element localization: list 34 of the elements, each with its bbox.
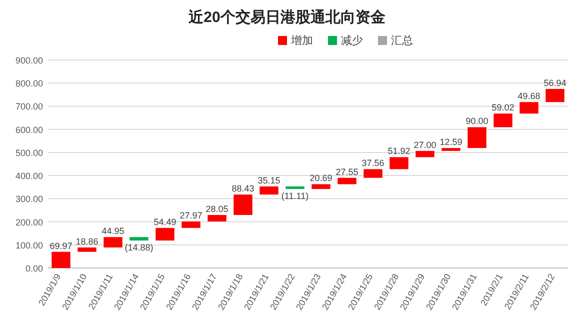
data-label: (14.88) — [124, 242, 154, 253]
data-label: 28.05 — [206, 204, 228, 214]
legend-label: 增加 — [290, 34, 313, 47]
data-label: 90.00 — [466, 116, 488, 126]
legend-label: 减少 — [341, 34, 363, 47]
data-label: 51.92 — [388, 146, 410, 156]
data-label: 18.86 — [76, 236, 98, 246]
legend-label: 汇总 — [391, 34, 413, 47]
data-label: (11.11) — [281, 190, 309, 201]
data-label: 54.49 — [154, 216, 176, 227]
y-tick-label: 300.00 — [15, 194, 43, 204]
y-tick-label: 600.00 — [15, 124, 43, 135]
y-tick-label: 400.00 — [15, 171, 43, 182]
data-label: 56.94 — [544, 78, 566, 88]
y-tick-label: 0.00 — [25, 264, 43, 274]
data-label: 49.68 — [518, 91, 540, 102]
y-tick-label: 900.00 — [15, 56, 43, 66]
y-tick-label: 500.00 — [15, 148, 43, 158]
y-tick-label: 100.00 — [15, 240, 43, 250]
data-label: 27.97 — [180, 210, 202, 220]
y-tick-label: 800.00 — [15, 78, 43, 89]
data-label: 44.95 — [102, 226, 124, 236]
y-tick-label: 700.00 — [15, 102, 43, 112]
data-label: 12.59 — [440, 137, 462, 148]
data-label: 59.02 — [492, 102, 514, 113]
data-label: 20.69 — [310, 173, 332, 184]
data-label: 35.15 — [258, 175, 280, 186]
data-label: 27.00 — [414, 140, 436, 150]
title: 近20个交易日港股通北向资金 — [188, 9, 386, 26]
data-label: 69.97 — [50, 240, 72, 251]
y-tick-label: 200.00 — [15, 217, 43, 228]
data-label: 27.55 — [336, 166, 358, 177]
data-label: 37.56 — [362, 158, 384, 168]
data-label: 88.43 — [232, 184, 254, 194]
